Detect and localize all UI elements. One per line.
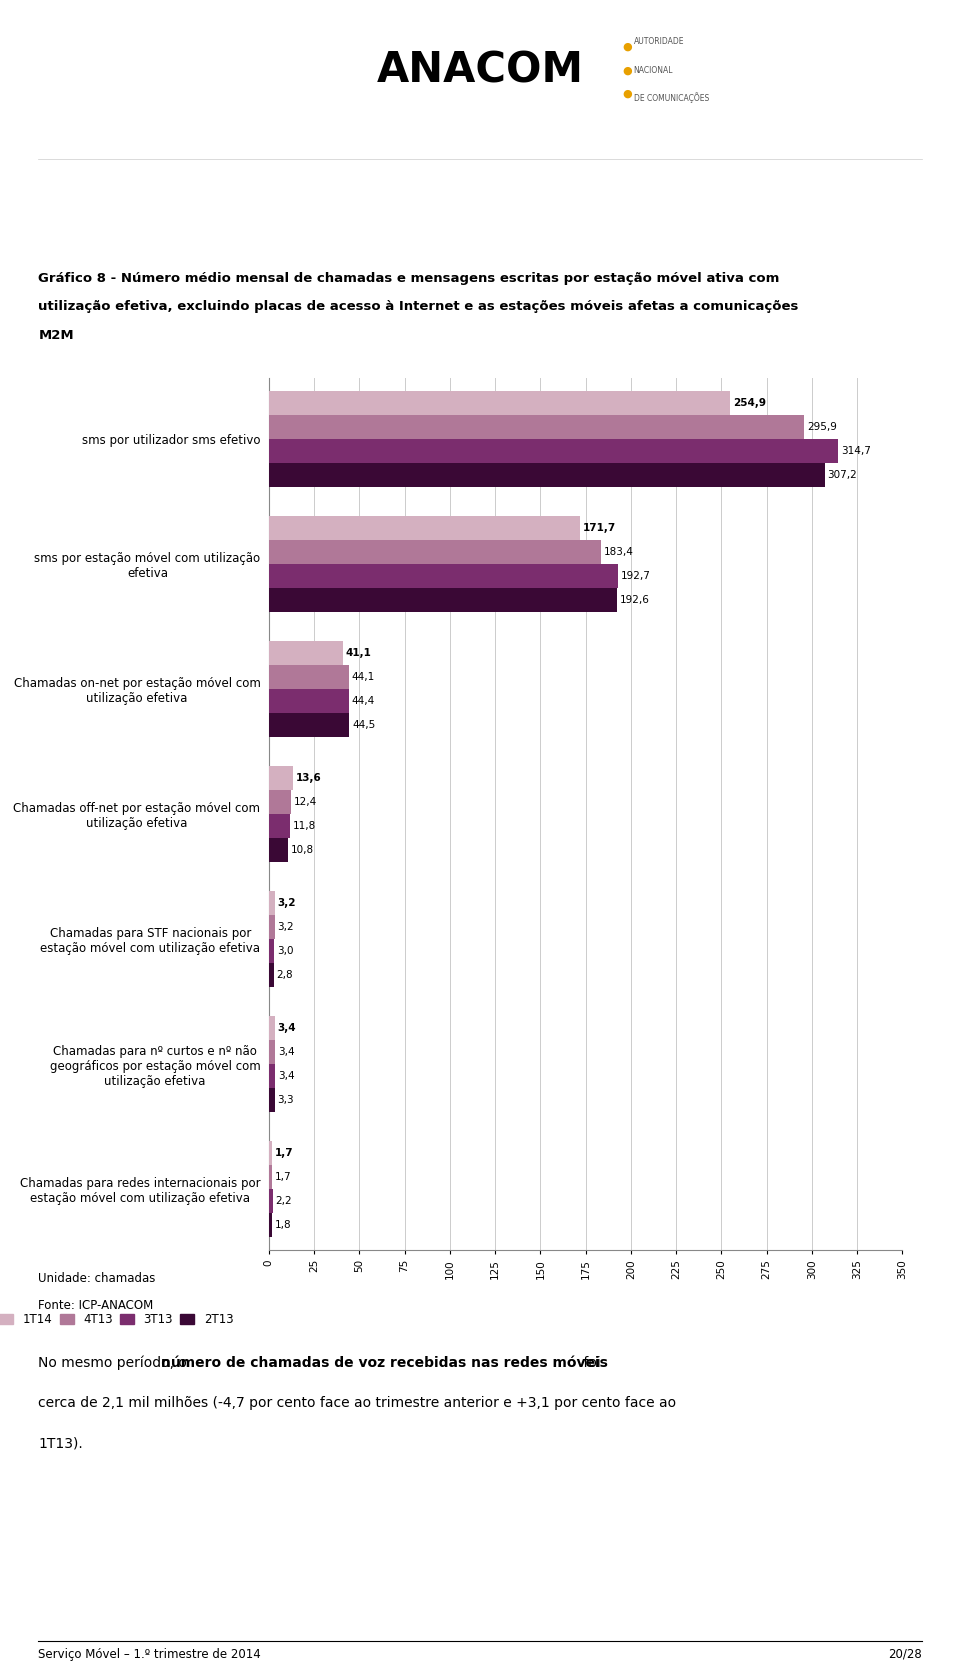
Text: 41,1: 41,1 [346, 648, 372, 658]
Text: 2,8: 2,8 [276, 970, 293, 980]
Bar [269, 814, 290, 837]
Bar [269, 1015, 275, 1040]
Text: Unidade: chamadas: Unidade: chamadas [38, 1272, 156, 1285]
Bar [269, 1190, 273, 1213]
Bar [269, 963, 274, 987]
Bar [269, 688, 349, 713]
Text: 12,4: 12,4 [294, 797, 317, 807]
Bar [269, 540, 601, 564]
Text: 3,2: 3,2 [277, 898, 296, 908]
Text: 20/28: 20/28 [888, 1648, 922, 1661]
Text: 13,6: 13,6 [296, 774, 322, 784]
Text: 3,4: 3,4 [277, 1071, 295, 1081]
Text: ANACOM: ANACOM [376, 49, 584, 92]
Bar [269, 940, 275, 963]
Text: 254,9: 254,9 [732, 398, 766, 408]
Text: 3,3: 3,3 [277, 1094, 294, 1104]
Bar [269, 915, 275, 940]
Text: 2,2: 2,2 [276, 1196, 292, 1206]
Bar [269, 463, 825, 487]
Text: ●: ● [622, 89, 632, 99]
Text: cerca de 2,1 mil milhões (-4,7 por cento face ao trimestre anterior e +3,1 por c: cerca de 2,1 mil milhões (-4,7 por cento… [38, 1396, 677, 1410]
Bar [269, 515, 580, 540]
Text: Fonte: ICP-ANACOM: Fonte: ICP-ANACOM [38, 1299, 154, 1312]
Text: foi: foi [579, 1356, 601, 1369]
Bar [269, 1040, 275, 1064]
Bar [269, 1213, 272, 1237]
Bar [269, 664, 348, 688]
Text: 3,4: 3,4 [277, 1047, 295, 1057]
Bar [269, 713, 349, 737]
Text: utilização efetiva, excluindo placas de acesso à Internet e as estações móveis a: utilização efetiva, excluindo placas de … [38, 300, 799, 314]
Text: 11,8: 11,8 [293, 821, 316, 831]
Bar [269, 641, 344, 664]
Bar [269, 414, 804, 438]
Bar [269, 1141, 272, 1165]
Text: 307,2: 307,2 [828, 470, 857, 480]
Text: 3,2: 3,2 [277, 921, 294, 931]
Legend: 1T14, 4T13, 3T13, 2T13: 1T14, 4T13, 3T13, 2T13 [0, 1312, 233, 1326]
Text: DE COMUNICAÇÕES: DE COMUNICAÇÕES [634, 92, 708, 102]
Bar [269, 564, 617, 587]
Bar [269, 438, 838, 463]
Text: 1,7: 1,7 [275, 1148, 293, 1158]
Bar [269, 765, 294, 790]
Text: 1,8: 1,8 [275, 1220, 292, 1230]
Text: Serviço Móvel – 1.º trimestre de 2014: Serviço Móvel – 1.º trimestre de 2014 [38, 1648, 261, 1661]
Bar [269, 1064, 275, 1087]
Bar [269, 1165, 272, 1190]
Bar [269, 1087, 275, 1113]
Text: Gráfico 8 - Número médio mensal de chamadas e mensagens escritas por estação móv: Gráfico 8 - Número médio mensal de chama… [38, 272, 780, 285]
Text: número de chamadas de voz recebidas nas redes móveis: número de chamadas de voz recebidas nas … [161, 1356, 608, 1369]
Bar [269, 837, 288, 862]
Text: 295,9: 295,9 [807, 421, 837, 431]
Text: 44,1: 44,1 [351, 671, 374, 681]
Text: 1,7: 1,7 [275, 1171, 291, 1181]
Text: 314,7: 314,7 [841, 446, 871, 456]
Bar [269, 790, 291, 814]
Bar [269, 587, 617, 612]
Text: M2M: M2M [38, 329, 74, 342]
Bar [269, 391, 731, 414]
Text: NACIONAL: NACIONAL [634, 65, 673, 76]
Text: 3,4: 3,4 [277, 1024, 297, 1034]
Text: No mesmo período, o: No mesmo período, o [38, 1356, 192, 1371]
Text: 192,6: 192,6 [620, 594, 650, 604]
Bar [269, 891, 275, 915]
Text: 44,4: 44,4 [352, 696, 375, 706]
Text: AUTORIDADE: AUTORIDADE [634, 37, 684, 47]
Text: 1T13).: 1T13). [38, 1436, 84, 1450]
Text: 192,7: 192,7 [620, 571, 650, 581]
Text: ●: ● [622, 42, 632, 52]
Text: 44,5: 44,5 [352, 720, 375, 730]
Text: 183,4: 183,4 [604, 547, 634, 557]
Text: 3,0: 3,0 [276, 946, 294, 956]
Text: 10,8: 10,8 [291, 844, 314, 854]
Text: ●: ● [622, 65, 632, 76]
Text: 171,7: 171,7 [583, 524, 615, 534]
